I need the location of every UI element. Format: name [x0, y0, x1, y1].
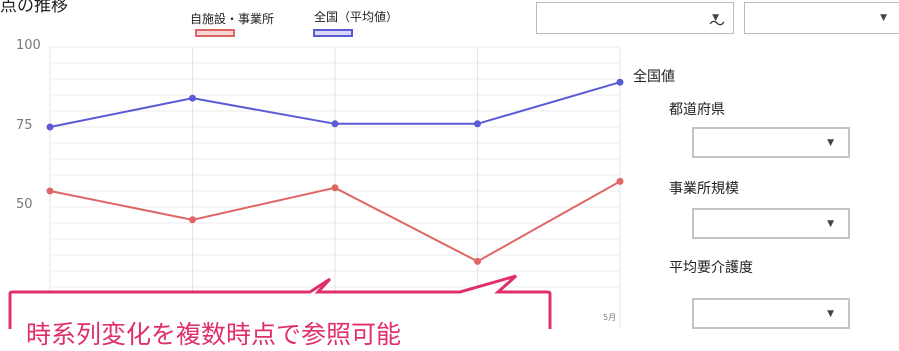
line-chart	[8, 46, 624, 329]
data-point-0-0	[46, 187, 54, 195]
page-title: 点の推移	[0, 0, 68, 16]
facility-size-select[interactable]: ▼	[692, 208, 850, 239]
chevron-down-icon: ▼	[827, 137, 834, 148]
legend-national-label: 全国（平均値）	[314, 10, 399, 24]
series-end-label: 全国値	[633, 69, 675, 85]
prefecture-select[interactable]: ▼	[692, 127, 850, 158]
legend-own-swatch[interactable]	[195, 29, 235, 37]
data-point-1-2	[331, 120, 339, 128]
chevron-down-icon: ▼	[827, 308, 834, 319]
care-level-select[interactable]: ▼	[692, 298, 850, 329]
period-separator: ～	[709, 14, 726, 33]
chevron-down-icon: ▼	[827, 218, 834, 229]
y-tick-label: 50	[16, 197, 33, 212]
data-point-0-3	[474, 257, 481, 265]
data-point-0-1	[189, 216, 196, 224]
callout-text: 時系列変化を複数時点で参照可能	[26, 320, 402, 349]
data-point-1-4	[616, 78, 624, 86]
data-point-0-2	[331, 184, 339, 192]
month-tick-label: 5月	[603, 313, 617, 322]
data-point-0-4	[616, 177, 624, 185]
chevron-down-icon: ▼	[880, 13, 887, 23]
data-point-1-3	[474, 120, 481, 128]
chevron-down-icon: ▼	[712, 13, 719, 23]
legend-national-swatch[interactable]	[313, 29, 353, 37]
period-end-select[interactable]: ▼	[744, 2, 899, 34]
period-start-select[interactable]: ▼	[536, 2, 734, 34]
data-point-1-1	[189, 94, 196, 102]
callout-border	[8, 274, 552, 329]
y-tick-label: 75	[16, 118, 33, 133]
filter-label-prefecture: 都道府県	[669, 102, 725, 118]
y-tick-label: 100	[16, 38, 41, 53]
data-point-1-0	[46, 123, 54, 131]
legend-own-label: 自施設・事業所	[190, 12, 275, 26]
filter-label-care-level: 平均要介護度	[669, 260, 753, 276]
filter-label-facility-size: 事業所規模	[669, 181, 739, 197]
